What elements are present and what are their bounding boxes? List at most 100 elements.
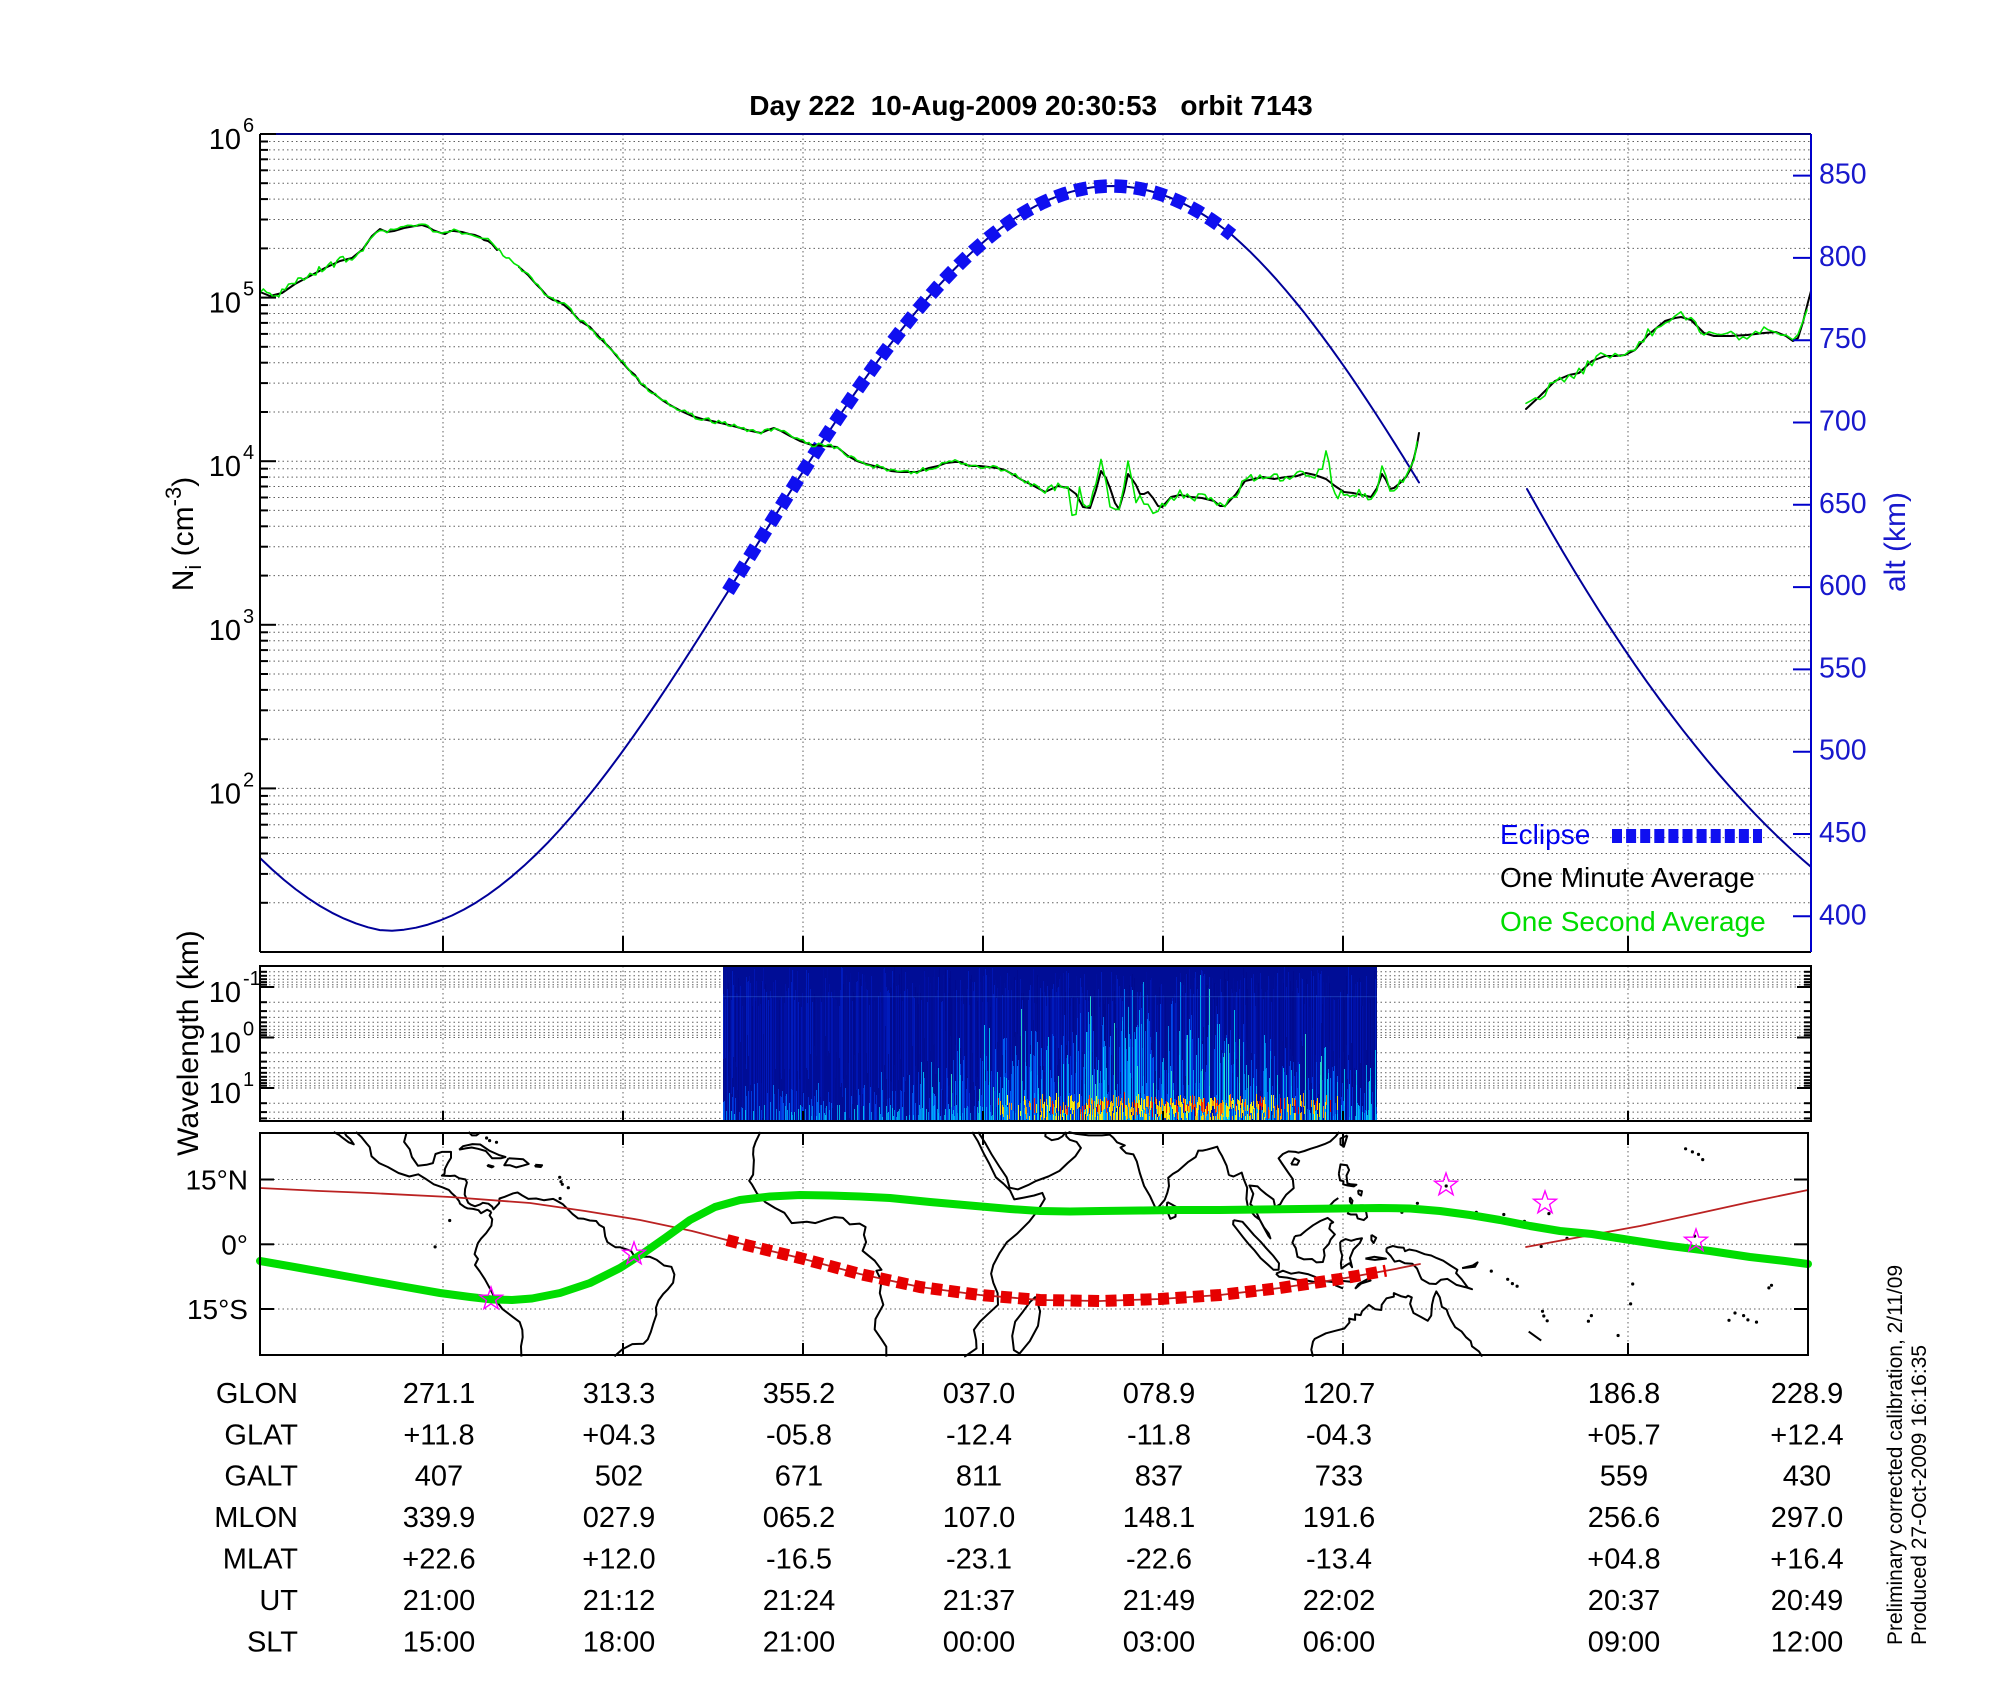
svg-text:120.7: 120.7 (1303, 1378, 1376, 1410)
svg-text:SLT: SLT (247, 1626, 298, 1658)
svg-text:10: 10 (209, 1028, 241, 1060)
svg-text:10: 10 (209, 615, 241, 647)
svg-text:+11.8: +11.8 (403, 1419, 474, 1451)
svg-text:-13.4: -13.4 (1306, 1544, 1372, 1576)
svg-text:2: 2 (243, 769, 254, 791)
svg-text:700: 700 (1819, 406, 1867, 438)
svg-text:671: 671 (775, 1461, 823, 1493)
svg-text:837: 837 (1135, 1461, 1183, 1493)
svg-text:027.9: 027.9 (583, 1502, 656, 1534)
svg-text:10: 10 (209, 778, 241, 810)
svg-text:GLON: GLON (216, 1378, 298, 1410)
svg-text:256.6: 256.6 (1588, 1502, 1661, 1534)
svg-text:MLAT: MLAT (223, 1544, 298, 1576)
svg-text:+05.7: +05.7 (1587, 1419, 1660, 1451)
svg-text:271.1: 271.1 (403, 1378, 476, 1410)
svg-text:297.0: 297.0 (1771, 1502, 1844, 1534)
svg-text:10: 10 (209, 977, 241, 1009)
svg-text:-05.8: -05.8 (766, 1419, 832, 1451)
svg-text:15:00: 15:00 (403, 1626, 476, 1658)
svg-text:21:49: 21:49 (1123, 1585, 1196, 1617)
svg-text:One Minute Average: One Minute Average (1500, 862, 1755, 893)
svg-text:0°: 0° (221, 1229, 248, 1260)
svg-text:500: 500 (1819, 735, 1867, 767)
svg-text:+04.3: +04.3 (582, 1419, 655, 1451)
svg-text:Produced 27-Oct-2009 16:16:35: Produced 27-Oct-2009 16:16:35 (1908, 1345, 1931, 1645)
svg-text:00:00: 00:00 (943, 1626, 1016, 1658)
svg-text:-04.3: -04.3 (1306, 1419, 1372, 1451)
svg-text:3: 3 (243, 606, 254, 628)
svg-text:191.6: 191.6 (1303, 1502, 1376, 1534)
svg-text:15°S: 15°S (187, 1294, 248, 1325)
svg-text:4: 4 (243, 442, 254, 464)
svg-text:800: 800 (1819, 241, 1867, 273)
svg-text:09:00: 09:00 (1588, 1626, 1661, 1658)
svg-text:-12.4: -12.4 (946, 1419, 1012, 1451)
svg-text:-22.6: -22.6 (1126, 1544, 1192, 1576)
svg-text:-23.1: -23.1 (946, 1544, 1012, 1576)
svg-text:GALT: GALT (224, 1461, 298, 1493)
svg-text:6: 6 (243, 115, 254, 137)
svg-text:037.0: 037.0 (943, 1378, 1016, 1410)
svg-text:078.9: 078.9 (1123, 1378, 1196, 1410)
svg-text:-1: -1 (243, 968, 261, 990)
svg-text:21:00: 21:00 (763, 1626, 836, 1658)
svg-text:400: 400 (1819, 899, 1867, 931)
svg-text:502: 502 (595, 1461, 643, 1493)
svg-text:20:37: 20:37 (1588, 1585, 1661, 1617)
svg-text:Wavelength (km): Wavelength (km) (172, 930, 205, 1156)
svg-text:1: 1 (243, 1069, 254, 1091)
svg-text:313.3: 313.3 (583, 1378, 656, 1410)
svg-text:+16.4: +16.4 (1770, 1544, 1843, 1576)
svg-text:One Second Average: One Second Average (1500, 906, 1766, 937)
svg-text:339.9: 339.9 (403, 1502, 476, 1534)
svg-text:5: 5 (243, 279, 254, 301)
svg-text:811: 811 (956, 1461, 1002, 1493)
svg-text:21:00: 21:00 (403, 1585, 476, 1617)
svg-text:407: 407 (415, 1461, 463, 1493)
svg-text:21:24: 21:24 (763, 1585, 836, 1617)
svg-text:650: 650 (1819, 488, 1867, 520)
svg-text:alt (km): alt (km) (1879, 492, 1912, 592)
svg-text:148.1: 148.1 (1123, 1502, 1196, 1534)
svg-text:+12.0: +12.0 (582, 1544, 655, 1576)
svg-text:+22.6: +22.6 (402, 1544, 475, 1576)
svg-text:15°N: 15°N (185, 1165, 248, 1196)
svg-text:12:00: 12:00 (1771, 1626, 1844, 1658)
svg-text:430: 430 (1783, 1461, 1831, 1493)
svg-text:550: 550 (1819, 652, 1867, 684)
svg-text:03:00: 03:00 (1123, 1626, 1196, 1658)
svg-text:10: 10 (209, 1078, 241, 1110)
svg-text:10: 10 (209, 288, 241, 320)
svg-text:850: 850 (1819, 159, 1867, 191)
svg-text:450: 450 (1819, 817, 1867, 849)
svg-text:-16.5: -16.5 (766, 1544, 832, 1576)
svg-text:Day 222 10-Aug-2009 20:30:53: Day 222 10-Aug-2009 20:30:53 orbit 7143 (749, 90, 1312, 121)
svg-text:22:02: 22:02 (1303, 1585, 1376, 1617)
svg-text:355.2: 355.2 (763, 1378, 836, 1410)
svg-text:228.9: 228.9 (1771, 1378, 1844, 1410)
svg-text:186.8: 186.8 (1588, 1378, 1661, 1410)
svg-text:-11.8: -11.8 (1127, 1419, 1191, 1451)
svg-text:MLON: MLON (214, 1502, 298, 1534)
svg-text:10: 10 (209, 451, 241, 483)
svg-text:20:49: 20:49 (1771, 1585, 1844, 1617)
svg-text:Preliminary corrected calibrat: Preliminary corrected calibration, 2/11/… (1884, 1265, 1907, 1645)
svg-text:UT: UT (259, 1585, 298, 1617)
svg-text:21:12: 21:12 (583, 1585, 656, 1617)
svg-text:+04.8: +04.8 (1587, 1544, 1660, 1576)
svg-text:733: 733 (1315, 1461, 1363, 1493)
svg-text:600: 600 (1819, 570, 1867, 602)
svg-text:750: 750 (1819, 323, 1867, 355)
svg-text:18:00: 18:00 (583, 1626, 656, 1658)
svg-text:+12.4: +12.4 (1770, 1419, 1843, 1451)
svg-text:559: 559 (1600, 1461, 1648, 1493)
svg-text:0: 0 (243, 1019, 254, 1041)
svg-text:21:37: 21:37 (943, 1585, 1016, 1617)
svg-text:06:00: 06:00 (1303, 1626, 1376, 1658)
svg-text:GLAT: GLAT (224, 1419, 298, 1451)
svg-text:107.0: 107.0 (943, 1502, 1016, 1534)
svg-text:Eclipse: Eclipse (1500, 819, 1590, 850)
svg-text:065.2: 065.2 (763, 1502, 836, 1534)
svg-text:10: 10 (209, 124, 241, 156)
